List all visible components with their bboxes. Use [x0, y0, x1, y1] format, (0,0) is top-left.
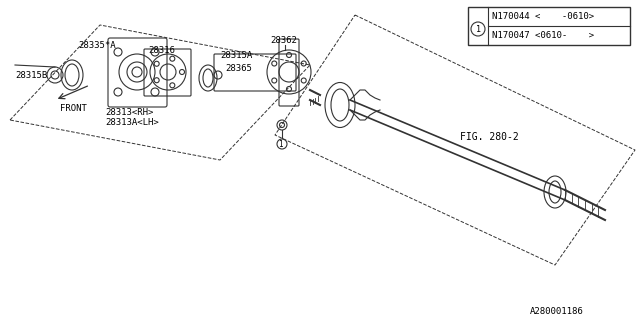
Text: 1: 1: [476, 25, 481, 34]
Text: 28316: 28316: [148, 45, 175, 54]
Text: 28313<RH>: 28313<RH>: [105, 108, 154, 116]
Text: 28315B: 28315B: [15, 70, 47, 79]
Text: 1: 1: [278, 140, 282, 148]
Text: 28365: 28365: [225, 63, 252, 73]
Text: FIG. 280-2: FIG. 280-2: [460, 132, 519, 142]
Text: 28313A<LH>: 28313A<LH>: [105, 117, 159, 126]
Text: 28315A: 28315A: [220, 51, 252, 60]
Text: A280001186: A280001186: [530, 308, 584, 316]
Text: N170044 <    -0610>: N170044 < -0610>: [492, 12, 594, 20]
Text: 28335*A: 28335*A: [78, 41, 116, 50]
Text: 28362: 28362: [270, 36, 297, 44]
Text: N170047 <0610-    >: N170047 <0610- >: [492, 30, 594, 39]
Text: FRONT: FRONT: [60, 103, 87, 113]
